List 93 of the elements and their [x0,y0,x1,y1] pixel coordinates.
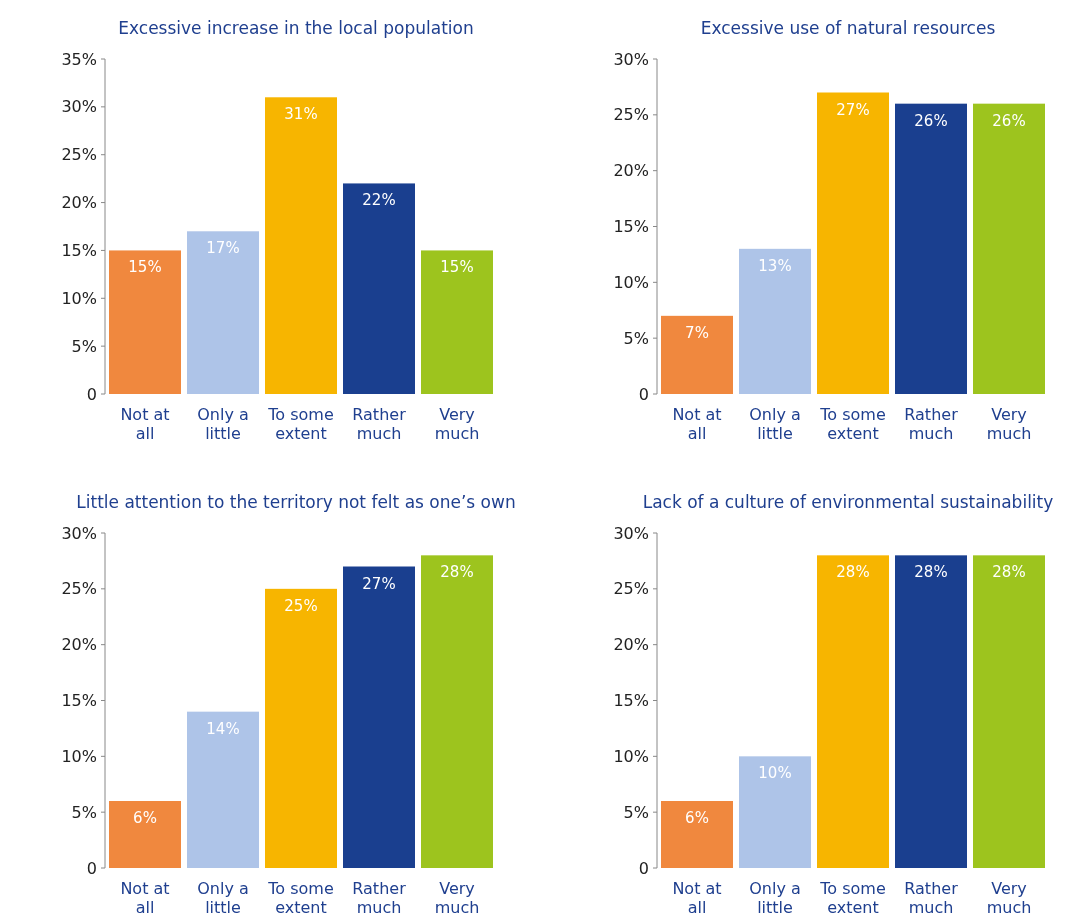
data-label: 25% [284,596,318,615]
y-tick-label: 5% [71,336,97,356]
data-label: 17% [206,239,240,258]
bar [739,756,811,868]
chart-title: Excessive use of natural resources [700,18,996,38]
y-tick-label: 10% [61,288,97,308]
x-tick-label: Not at all [672,879,722,914]
y-tick-label: 0 [638,858,649,878]
data-label: 28% [440,563,474,582]
x-tick-label: Not at all [120,879,170,914]
data-label: 27% [362,574,396,593]
data-label: 28% [992,563,1026,582]
bar [109,801,181,868]
y-tick-label: 25% [613,105,649,125]
x-tick-label: Rather much [352,405,407,443]
x-tick-label: Very much [434,405,480,443]
y-tick-label: 10% [613,272,649,292]
bar [817,92,889,394]
x-tick-label: Rather much [904,879,959,914]
x-tick-label: Rather much [904,405,959,443]
data-label: 26% [914,111,948,130]
x-tick-label: To some extent [819,879,886,914]
x-tick-label: To some extent [267,405,334,443]
y-tick-label: 20% [61,193,97,213]
data-label: 28% [836,563,870,582]
x-tick-label: To some extent [819,405,886,443]
data-label: 22% [362,191,396,210]
data-label: 7% [685,323,709,342]
x-tick-label: Only a little [749,879,801,914]
x-tick-label: Only a little [197,405,249,443]
data-label: 6% [133,809,157,827]
bar [343,183,415,394]
bar [421,250,493,394]
y-tick-label: 25% [61,145,97,165]
bar [817,555,889,868]
data-label: 31% [284,105,318,124]
bar [661,315,733,394]
bar [187,711,259,868]
data-label: 15% [128,258,162,277]
y-tick-label: 20% [61,635,97,655]
data-label: 15% [440,258,474,277]
x-tick-label: Very much [986,405,1032,443]
x-tick-label: Rather much [352,879,407,914]
y-tick-label: 20% [613,161,649,181]
y-tick-label: 10% [613,746,649,766]
chart-title: Excessive increase in the local population [118,18,474,38]
y-tick-label: 15% [61,241,97,261]
x-tick-label: Not at all [672,405,722,443]
bar [973,103,1045,394]
bar [661,801,733,868]
x-tick-label: Not at all [120,405,170,443]
y-tick-label: 25% [61,579,97,599]
y-tick-label: 15% [613,217,649,237]
bar [109,250,181,394]
y-tick-label: 30% [61,97,97,117]
y-tick-label: 35% [61,49,97,69]
y-tick-label: 0 [86,384,97,404]
bar [265,588,337,868]
data-label: 28% [914,563,948,582]
bar [343,566,415,868]
x-tick-label: Only a little [197,879,249,914]
x-tick-label: Very much [434,879,480,914]
y-tick-label: 30% [613,49,649,69]
bar [265,97,337,394]
y-tick-label: 5% [623,328,649,348]
bar [187,231,259,394]
x-tick-label: Only a little [749,405,801,443]
data-label: 14% [206,719,240,738]
data-label: 13% [758,256,792,275]
data-label: 26% [992,111,1026,130]
bar [895,103,967,394]
x-tick-label: To some extent [267,879,334,914]
y-tick-label: 10% [61,746,97,766]
chart-title: Little attention to the territory not felt as one’s own [76,492,516,512]
data-label: 27% [836,100,870,119]
bar [739,248,811,394]
y-tick-label: 15% [613,691,649,711]
x-tick-label: Very much [986,879,1032,914]
y-tick-label: 15% [61,691,97,711]
bar [895,555,967,868]
data-label: 10% [758,764,792,783]
y-tick-label: 5% [623,802,649,822]
data-label: 6% [685,809,709,827]
y-tick-label: 0 [86,858,97,878]
y-tick-label: 30% [61,523,97,543]
y-tick-label: 5% [71,802,97,822]
y-tick-label: 30% [613,523,649,543]
bar [973,555,1045,868]
chart-title: Lack of a culture of environmental sustainability [642,492,1054,512]
y-tick-label: 20% [613,635,649,655]
y-tick-label: 0 [638,384,649,404]
y-tick-label: 25% [613,579,649,599]
bar [421,555,493,868]
